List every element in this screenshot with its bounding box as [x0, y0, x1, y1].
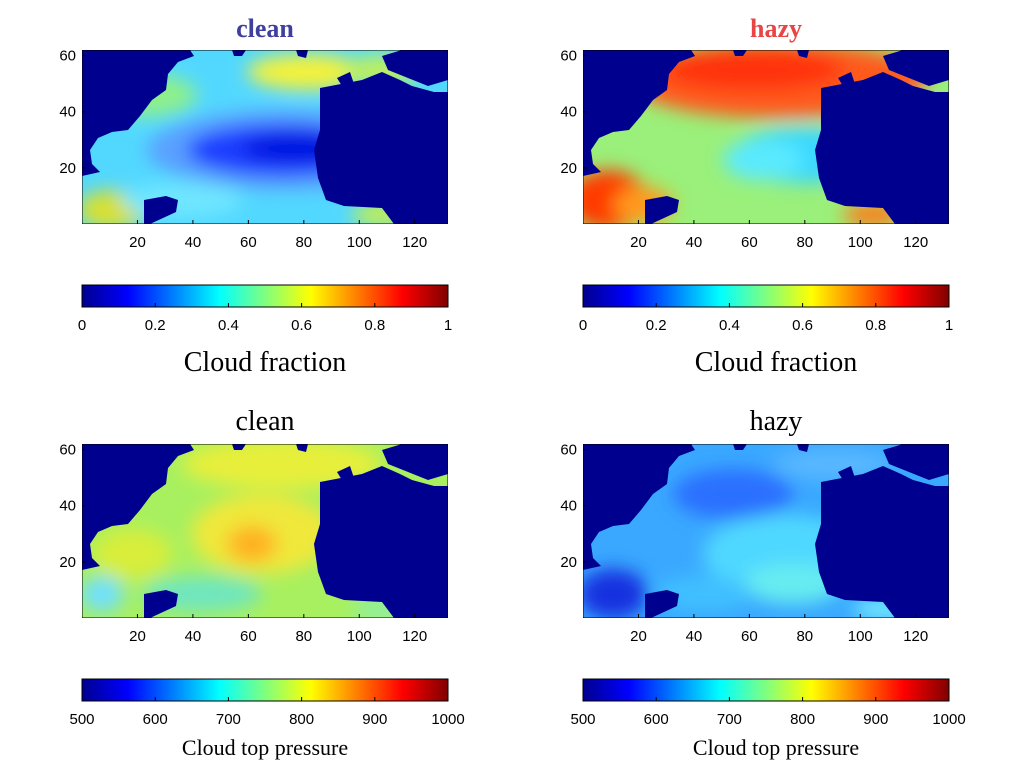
x-tick-label: 120 [903, 628, 928, 645]
y-tick-label: 40 [59, 498, 76, 515]
colorbar-label: Cloud fraction [184, 347, 347, 378]
colorbar-tick-label: 1 [444, 317, 452, 334]
panel-cloud-top-pressure-clean: clean [59, 406, 464, 760]
x-tick-label: 80 [796, 628, 813, 645]
panel-title: hazy [750, 14, 802, 43]
colorbar [582, 678, 950, 702]
colorbar-tick-label: 0.4 [218, 317, 239, 334]
colorbar-tick-label: 0.6 [792, 317, 813, 334]
x-ticks: 20 40 60 80 100 120 [129, 614, 427, 645]
y-ticks: 60 40 20 [560, 48, 587, 177]
x-tick-label: 60 [240, 234, 257, 251]
panel-cloud-fraction-hazy: hazy [560, 14, 953, 378]
panel-title: hazy [750, 406, 803, 437]
colorbar-tick-label: 800 [289, 711, 314, 728]
x-tick-label: 80 [295, 628, 312, 645]
colorbar-tick-label: 0 [78, 317, 86, 334]
y-ticks: 60 40 20 [59, 48, 86, 177]
y-tick-label: 40 [59, 104, 76, 121]
heatmap-plot [583, 50, 949, 224]
colorbar-tick-label: 1 [945, 317, 953, 334]
colorbar-tick-label: 0.2 [646, 317, 667, 334]
x-tick-label: 20 [630, 234, 647, 251]
colorbar-tick-label: 900 [362, 711, 387, 728]
x-tick-label: 80 [796, 234, 813, 251]
x-tick-label: 40 [686, 628, 703, 645]
colorbar-ticks: 500 600 700 800 900 1000 [69, 697, 465, 728]
x-tick-label: 120 [402, 628, 427, 645]
y-tick-label: 40 [560, 498, 577, 515]
colorbar-ticks: 0 0.2 0.4 0.6 0.8 1 [579, 303, 953, 334]
colorbar-tick-label: 0.8 [364, 317, 385, 334]
panel-title: clean [235, 406, 294, 437]
y-tick-label: 60 [560, 48, 577, 65]
panel-cloud-fraction-clean: clean [59, 14, 452, 378]
panel-title: clean [236, 14, 294, 43]
colorbar-tick-label: 600 [143, 711, 168, 728]
heatmap-plot [583, 444, 949, 618]
x-tick-label: 100 [848, 234, 873, 251]
colorbar [81, 284, 449, 308]
colorbar-tick-label: 600 [644, 711, 669, 728]
colorbar-label: Cloud fraction [695, 347, 858, 378]
colorbar-tick-label: 700 [216, 711, 241, 728]
colorbar-tick-label: 900 [863, 711, 888, 728]
x-tick-label: 60 [741, 234, 758, 251]
y-tick-label: 60 [59, 442, 76, 459]
colorbar-tick-label: 0.4 [719, 317, 740, 334]
y-tick-label: 60 [59, 48, 76, 65]
x-tick-label: 60 [741, 628, 758, 645]
y-tick-label: 40 [560, 104, 577, 121]
colorbar-tick-label: 500 [570, 711, 595, 728]
y-tick-label: 20 [560, 160, 577, 177]
colorbar-tick-label: 0.6 [291, 317, 312, 334]
y-tick-label: 20 [560, 554, 577, 571]
colorbar-label: Cloud top pressure [693, 735, 859, 760]
colorbar-label: Cloud top pressure [182, 735, 348, 760]
land-mask [583, 444, 949, 618]
x-tick-label: 120 [903, 234, 928, 251]
x-ticks: 20 40 60 80 100 120 [630, 614, 928, 645]
x-tick-label: 20 [630, 628, 647, 645]
colorbar-tick-label: 700 [717, 711, 742, 728]
x-tick-label: 80 [295, 234, 312, 251]
x-tick-label: 100 [347, 628, 372, 645]
colorbar-tick-label: 0.2 [145, 317, 166, 334]
x-tick-label: 100 [848, 628, 873, 645]
x-ticks: 20 40 60 80 100 120 [129, 220, 427, 251]
x-tick-label: 40 [686, 234, 703, 251]
colorbar-ticks: 500 600 700 800 900 1000 [570, 697, 966, 728]
colorbar-tick-label: 500 [69, 711, 94, 728]
x-tick-label: 40 [185, 628, 202, 645]
colorbar [582, 284, 950, 308]
heatmap-plot [82, 444, 448, 618]
colorbar-tick-label: 1000 [932, 711, 965, 728]
heatmap-plot [82, 50, 448, 224]
colorbar-tick-label: 0 [579, 317, 587, 334]
colorbar-tick-label: 1000 [431, 711, 464, 728]
colorbar-ticks: 0 0.2 0.4 0.6 0.8 1 [78, 303, 452, 334]
y-tick-label: 20 [59, 554, 76, 571]
x-tick-label: 40 [185, 234, 202, 251]
x-tick-label: 120 [402, 234, 427, 251]
colorbar-tick-label: 0.8 [865, 317, 886, 334]
panel-cloud-top-pressure-hazy: hazy [560, 406, 965, 760]
x-tick-label: 60 [240, 628, 257, 645]
x-tick-label: 20 [129, 628, 146, 645]
x-tick-label: 20 [129, 234, 146, 251]
x-ticks: 20 40 60 80 100 120 [630, 220, 928, 251]
y-tick-label: 20 [59, 160, 76, 177]
land-mask [82, 444, 448, 618]
land-mask [82, 50, 448, 224]
land-mask [583, 50, 949, 224]
y-ticks: 60 40 20 [560, 442, 587, 571]
y-ticks: 60 40 20 [59, 442, 86, 571]
colorbar [81, 678, 449, 702]
y-tick-label: 60 [560, 442, 577, 459]
colorbar-tick-label: 800 [790, 711, 815, 728]
x-tick-label: 100 [347, 234, 372, 251]
